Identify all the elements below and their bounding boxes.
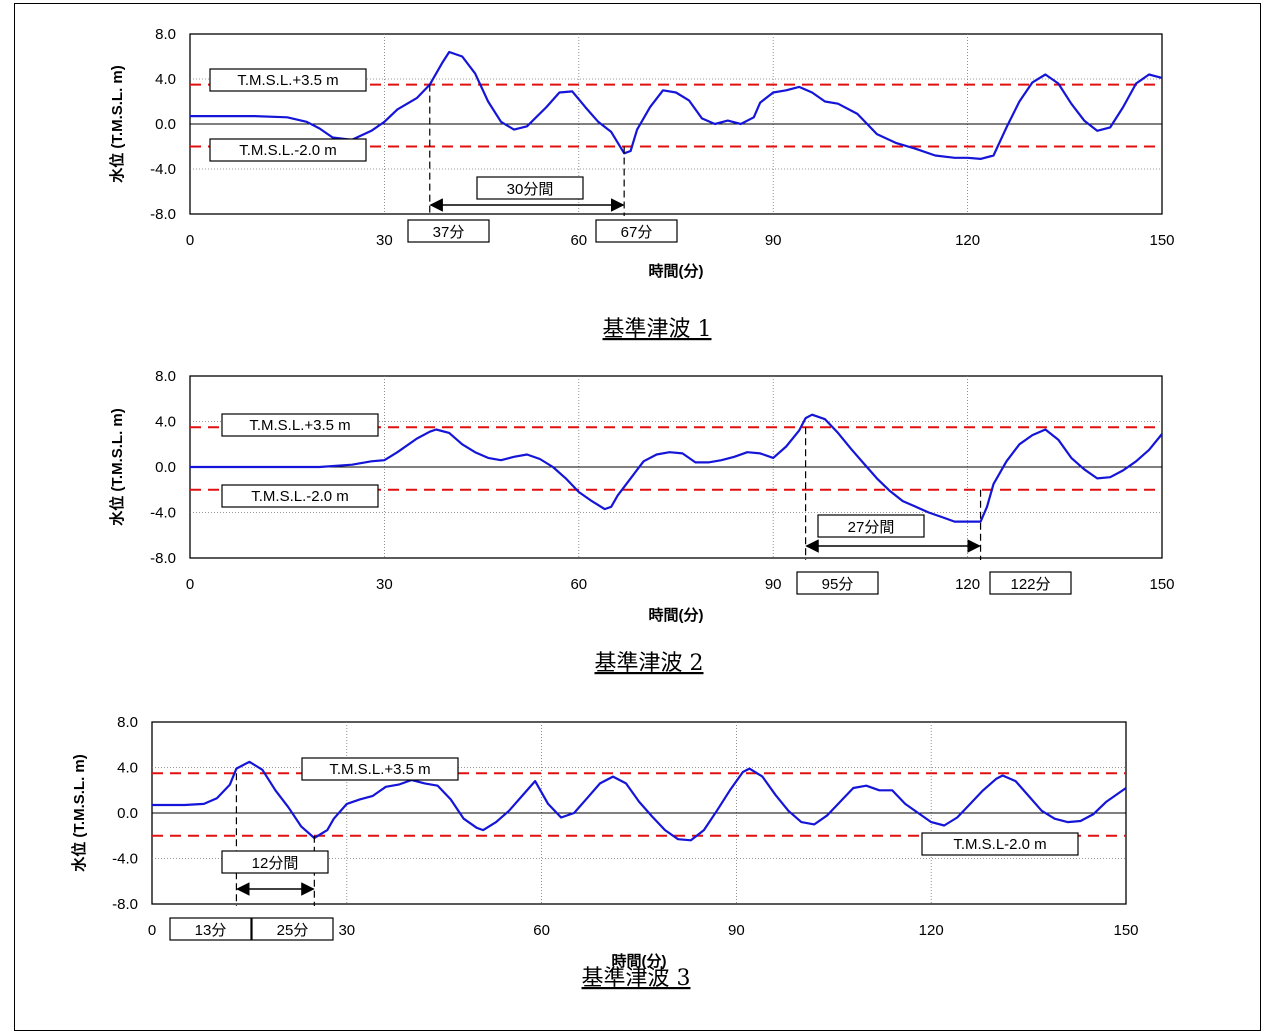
- y-tick-label: -8.0: [150, 206, 176, 223]
- y-tick-label: 4.0: [117, 760, 138, 777]
- threshold-label: T.M.S.L.+3.5 m: [329, 761, 430, 778]
- x-tick-label: 0: [186, 232, 194, 249]
- marker-label: 25分: [277, 922, 309, 939]
- marker-label: 13分: [195, 922, 227, 939]
- y-tick-label: 4.0: [155, 414, 176, 431]
- y-tick-label: 0.0: [117, 805, 138, 822]
- x-tick-label: 90: [765, 232, 782, 249]
- x-axis-label: 時間(分): [612, 952, 667, 970]
- marker-label: 67分: [621, 224, 653, 241]
- marker-label: 95分: [822, 576, 854, 593]
- x-tick-label: 0: [148, 922, 156, 939]
- x-axis-label: 時間(分): [649, 262, 704, 280]
- marker-label: 122分: [1010, 576, 1050, 593]
- threshold-label-box: [921, 832, 1079, 856]
- chart-caption: 基準津波 2: [595, 651, 704, 676]
- y-tick-label: -8.0: [150, 550, 176, 567]
- chart-caption: 基準津波 1: [603, 317, 712, 342]
- y-tick-label: -4.0: [150, 161, 176, 178]
- figure-frame: [14, 3, 1261, 1031]
- y-axis-label: 水位 (T.M.S.L. m): [108, 65, 126, 183]
- duration-label-box: [221, 850, 329, 874]
- threshold-label-box: [221, 413, 379, 437]
- water-level-series: [152, 760, 1127, 842]
- x-tick-label: 120: [919, 922, 944, 939]
- threshold-label-box: [301, 757, 459, 781]
- x-tick-label: 90: [765, 576, 782, 593]
- threshold-label: T.M.S.L-2.0 m: [953, 836, 1046, 853]
- x-tick-label: 120: [955, 576, 980, 593]
- threshold-label: T.M.S.L.+3.5 m: [249, 417, 350, 434]
- y-tick-label: 0.0: [155, 116, 176, 133]
- x-tick-label: 0: [186, 576, 194, 593]
- x-tick-label: 150: [1149, 232, 1174, 249]
- x-tick-label: 60: [533, 922, 550, 939]
- y-tick-label: 8.0: [155, 26, 176, 43]
- x-tick-label: 150: [1113, 922, 1138, 939]
- duration-label-box: [817, 514, 925, 538]
- y-tick-label: -4.0: [150, 505, 176, 522]
- y-tick-label: 8.0: [117, 714, 138, 731]
- chart-caption: 基準津波 3: [582, 966, 691, 991]
- x-tick-label: 30: [376, 232, 393, 249]
- x-tick-label: 30: [376, 576, 393, 593]
- y-axis-label: 水位 (T.M.S.L. m): [70, 754, 88, 872]
- chart-panel-2: 0 30 60 90 120 150 8.0 4.0 0.0 -4.0 -8.0 時間(分) 水位 (T…: [108, 368, 1175, 676]
- x-tick-label: 60: [570, 576, 587, 593]
- y-tick-label: 8.0: [155, 368, 176, 385]
- chart-panel-1: 0 30 60 90 120 150 8.0 4.0 0.0 -4.0 -8.0 時間(分) 水位 (T…: [108, 26, 1175, 342]
- chart-panel-3: 0 30 60 90 120 150 8.0 4.0 0.0 -4.0 -8.0 時間(分) 水位 (T…: [70, 714, 1139, 991]
- y-axis-label: 水位 (T.M.S.L. m): [108, 408, 126, 526]
- y-tick-label: -8.0: [112, 896, 138, 913]
- duration-label-box: [476, 176, 584, 200]
- marker-label-box: [251, 917, 334, 941]
- x-tick-label: 120: [955, 232, 980, 249]
- x-tick-label: 150: [1149, 576, 1174, 593]
- duration-label: 27分間: [848, 519, 895, 536]
- threshold-label-box: [221, 484, 379, 508]
- threshold-label: T.M.S.L.+3.5 m: [237, 72, 338, 89]
- marker-label-box: [595, 219, 678, 243]
- x-tick-label: 90: [728, 922, 745, 939]
- water-level-series: [190, 413, 1163, 523]
- y-tick-label: 4.0: [155, 71, 176, 88]
- x-tick-label: 30: [338, 922, 355, 939]
- threshold-label-box: [209, 68, 367, 92]
- marker-label-box: [989, 571, 1072, 595]
- x-tick-label: 60: [570, 232, 587, 249]
- duration-label: 30分間: [507, 181, 554, 198]
- threshold-label-box: [209, 138, 367, 162]
- water-level-series: [190, 50, 1163, 160]
- threshold-label: T.M.S.L.-2.0 m: [251, 488, 349, 505]
- marker-label: 37分: [433, 224, 465, 241]
- x-axis-label: 時間(分): [649, 606, 704, 624]
- marker-label-box: [169, 917, 252, 941]
- marker-label-box: [407, 219, 490, 243]
- y-tick-label: -4.0: [112, 851, 138, 868]
- marker-label-box: [796, 571, 879, 595]
- threshold-label: T.M.S.L.-2.0 m: [239, 142, 337, 159]
- duration-label: 12分間: [252, 855, 299, 872]
- y-tick-label: 0.0: [155, 459, 176, 476]
